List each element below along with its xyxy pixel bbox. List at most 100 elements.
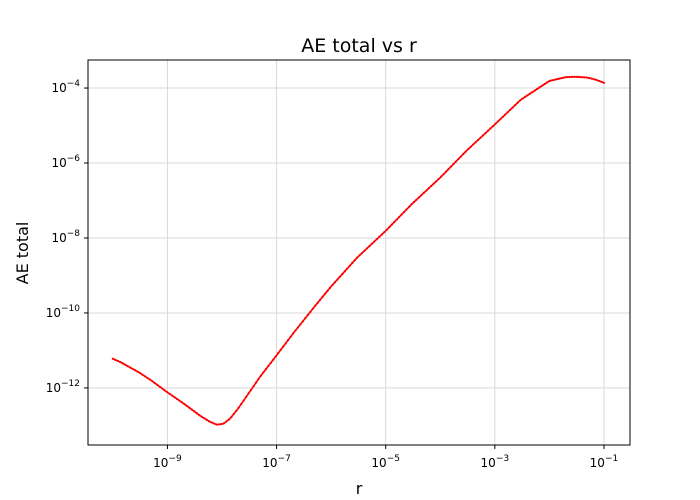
series-point bbox=[116, 359, 119, 363]
series-point bbox=[129, 366, 132, 369]
y-tick-label-base: 10 bbox=[46, 306, 61, 320]
series-point bbox=[365, 247, 369, 250]
series-point bbox=[282, 345, 285, 348]
y-tick-label-exponent: −4 bbox=[67, 79, 81, 89]
series-point bbox=[235, 409, 238, 412]
series-point bbox=[158, 385, 161, 388]
series-point bbox=[133, 369, 137, 372]
series-point bbox=[590, 77, 593, 80]
series-point bbox=[553, 78, 556, 81]
series-point bbox=[299, 323, 302, 326]
series-point bbox=[173, 396, 176, 399]
series-point bbox=[190, 408, 193, 411]
series-point bbox=[514, 104, 517, 107]
x-tick-label-exponent: −7 bbox=[278, 454, 291, 464]
series-point bbox=[163, 389, 166, 392]
series-point bbox=[185, 404, 189, 408]
series-point bbox=[390, 223, 393, 226]
series-point bbox=[210, 421, 213, 424]
series-point bbox=[588, 76, 591, 80]
series-point bbox=[156, 383, 159, 386]
series-point bbox=[600, 80, 603, 83]
series-point bbox=[286, 339, 290, 342]
series-point bbox=[264, 368, 267, 371]
series-point bbox=[257, 377, 260, 381]
series-point bbox=[272, 358, 275, 361]
series-point bbox=[454, 160, 457, 163]
series-point bbox=[249, 388, 253, 391]
x-tick-label-exponent: −9 bbox=[168, 454, 182, 464]
chart-title: AE total vs r bbox=[301, 35, 417, 57]
x-tick-label-exponent: −3 bbox=[496, 454, 509, 464]
series-point bbox=[119, 360, 122, 364]
series-point bbox=[417, 196, 420, 199]
series-point bbox=[314, 304, 317, 307]
series-point bbox=[351, 261, 354, 265]
series-point bbox=[425, 189, 428, 192]
series-point bbox=[555, 78, 559, 81]
y-tick-label-exponent: −6 bbox=[67, 154, 81, 164]
series-point bbox=[328, 286, 332, 289]
series-point bbox=[474, 141, 477, 144]
series-point bbox=[356, 256, 359, 259]
series-point bbox=[400, 213, 403, 216]
x-tick-label-base: 10 bbox=[590, 456, 605, 470]
series-point bbox=[232, 412, 235, 416]
series-point bbox=[311, 307, 314, 310]
series-point bbox=[370, 242, 374, 245]
series-point bbox=[518, 99, 522, 102]
series-point bbox=[353, 259, 356, 262]
series-point bbox=[274, 355, 277, 358]
series-point bbox=[148, 378, 151, 381]
series-point bbox=[333, 281, 337, 284]
series-point bbox=[533, 89, 536, 92]
series-point bbox=[442, 173, 445, 176]
series-point bbox=[563, 76, 566, 79]
series-point bbox=[560, 76, 564, 80]
series-point bbox=[516, 101, 519, 104]
x-tick-label-base: 10 bbox=[371, 456, 386, 470]
series-point bbox=[111, 357, 114, 360]
series-point bbox=[491, 125, 495, 128]
series-point bbox=[301, 320, 304, 323]
x-tick-label: 10−1 bbox=[590, 454, 619, 470]
series-point bbox=[402, 210, 406, 214]
series-point bbox=[506, 111, 509, 114]
series-point bbox=[548, 79, 551, 82]
series-point bbox=[375, 237, 379, 241]
series-point bbox=[259, 374, 263, 377]
series-point bbox=[395, 218, 398, 221]
series-point bbox=[484, 131, 487, 135]
x-tick-label: 10−5 bbox=[371, 454, 400, 470]
series-point bbox=[212, 422, 216, 425]
x-tick-label: 10−3 bbox=[481, 454, 510, 470]
plot-area-frame bbox=[87, 59, 631, 446]
series-point bbox=[452, 162, 455, 166]
series-point bbox=[361, 251, 364, 255]
series-point bbox=[459, 155, 462, 158]
y-tick-label-exponent: −12 bbox=[61, 379, 80, 389]
series-point bbox=[151, 380, 154, 383]
series-point bbox=[521, 97, 524, 100]
series-point bbox=[472, 143, 475, 146]
series-point bbox=[331, 283, 334, 287]
series-point bbox=[427, 187, 430, 190]
y-tick-label: 10−10 bbox=[46, 304, 81, 320]
series-point bbox=[373, 240, 376, 243]
y-tick-label-base: 10 bbox=[46, 381, 61, 395]
series-point bbox=[161, 387, 164, 390]
series-point bbox=[585, 76, 588, 79]
series-point bbox=[578, 75, 581, 79]
x-tick-label-base: 10 bbox=[153, 456, 168, 470]
series-point bbox=[467, 148, 470, 151]
series-point bbox=[171, 394, 174, 397]
series-line bbox=[112, 75, 605, 426]
series-point bbox=[583, 76, 586, 79]
series-point bbox=[296, 326, 300, 329]
series-point bbox=[393, 221, 396, 224]
series-point bbox=[602, 81, 606, 84]
series-point bbox=[499, 118, 502, 121]
series-point bbox=[143, 375, 147, 378]
series-point bbox=[536, 87, 539, 90]
series-point bbox=[309, 310, 312, 313]
